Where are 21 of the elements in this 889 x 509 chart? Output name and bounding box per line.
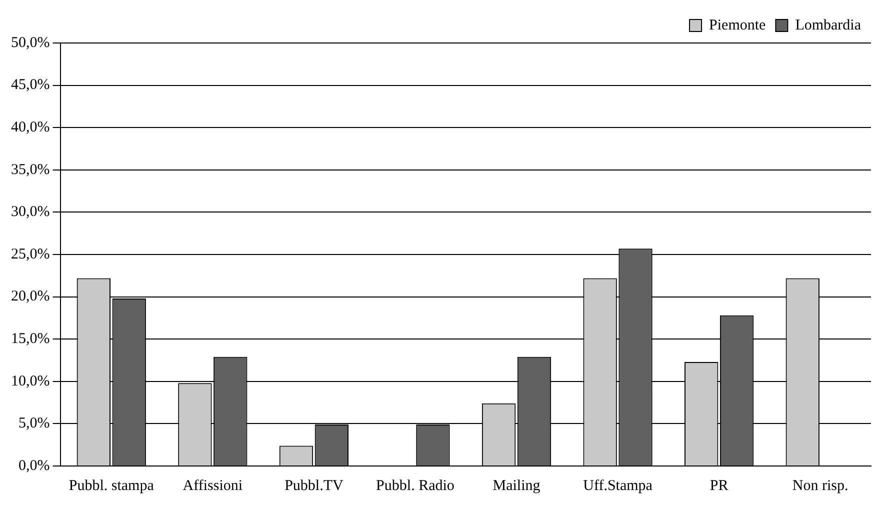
y-tick-label: 40,0%	[10, 120, 50, 136]
legend-label: Lombardia	[795, 17, 862, 34]
y-tick-label: 45,0%	[10, 77, 50, 94]
y-tick-label: 25,0%	[10, 246, 50, 262]
y-tick-label: 50,0%	[10, 34, 50, 51]
x-tick-label: Non risp.	[792, 478, 848, 494]
x-tick-label: PR	[710, 478, 728, 494]
y-tick-label: 5,0%	[18, 416, 50, 432]
x-tick-label: Uff.Stampa	[583, 478, 653, 494]
x-tick-label: Pubbl. stampa	[68, 478, 154, 494]
y-tick-label: 10,0%	[10, 373, 50, 390]
y-tick-label: 15,0%	[10, 331, 50, 348]
y-tick-label: 35,0%	[10, 162, 50, 178]
y-tick-label: 20,0%	[10, 288, 50, 305]
x-tick-label: Pubbl. Radio	[376, 478, 454, 494]
y-tick-label: 30,0%	[10, 204, 50, 220]
x-tick-label: Affissioni	[182, 478, 243, 494]
y-tick-label: 0,0%	[18, 458, 50, 474]
x-tick-label: Pubbl.TV	[284, 478, 344, 494]
legend-label: Piemonte	[709, 17, 766, 34]
x-tick-label: Mailing	[492, 478, 541, 494]
